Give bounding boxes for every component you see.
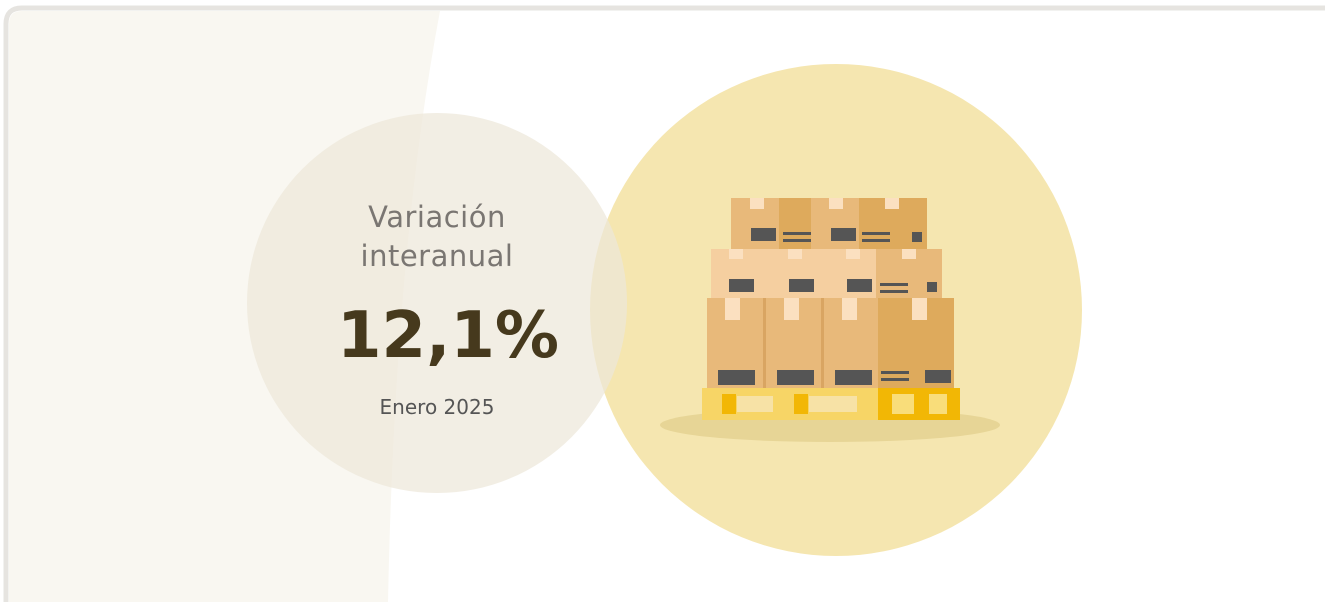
kpi-value: 12,1% bbox=[337, 298, 537, 374]
kpi-card: Variación interanual 12,1% Enero 2025 bbox=[0, 0, 1325, 602]
kpi-label: Variación interanual bbox=[337, 198, 537, 276]
kpi-period: Enero 2025 bbox=[337, 393, 537, 421]
card-graphics bbox=[0, 0, 1325, 602]
